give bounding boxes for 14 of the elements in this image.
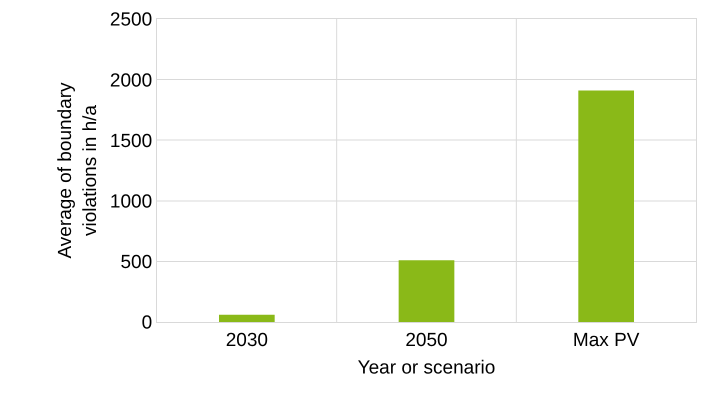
y-tick-label: 500 <box>120 252 152 274</box>
y-tick-label: 1500 <box>110 130 152 152</box>
x-tick-label: 2030 <box>226 330 268 351</box>
y-tick-label: 2000 <box>110 70 152 92</box>
bar <box>578 90 634 322</box>
x-tick-label: Max PV <box>572 330 640 351</box>
y-tick-label: 1000 <box>110 191 152 212</box>
y-tick-label: 2500 <box>110 10 152 31</box>
y-axis-title: Average of boundary violations in h/a <box>55 82 101 259</box>
bar <box>218 314 275 322</box>
bar <box>398 260 454 322</box>
x-tick-label: 2050 <box>405 330 448 351</box>
x-axis-title: Year or scenario <box>358 358 496 379</box>
y-tick-label: 0 <box>142 312 152 334</box>
